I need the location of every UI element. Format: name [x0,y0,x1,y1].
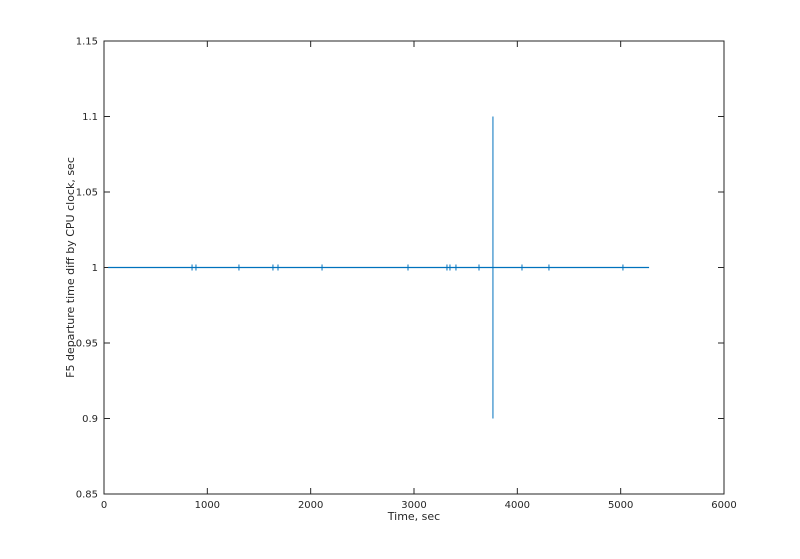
x-axis: 0 1000 2000 3000 4000 5000 6000 [101,41,737,511]
y-tick-label: 1.15 [76,37,98,48]
x-tick-label: 6000 [711,500,736,511]
y-tick-label: 0.85 [76,490,98,501]
x-tick-label: 1000 [195,500,220,511]
y-tick-label: 1 [92,263,98,274]
y-tick-label: 0.95 [76,339,98,350]
y-tick-label: 0.9 [82,414,98,425]
y-axis: 0.85 0.9 0.95 1 1.05 1.1 1.15 [76,37,724,501]
y-tick-label: 1.1 [82,112,98,123]
x-tick-label: 5000 [608,500,633,511]
x-tick-label: 4000 [505,500,530,511]
data-series [108,116,650,419]
y-axis-label: F5 departure time diff by CPU clock, sec [64,157,77,378]
y-tick-label: 1.05 [76,188,98,199]
x-tick-label: 0 [101,500,107,511]
x-tick-label: 2000 [298,500,323,511]
x-axis-label: Time, sec [387,510,440,523]
x-tick-label: 3000 [401,500,426,511]
